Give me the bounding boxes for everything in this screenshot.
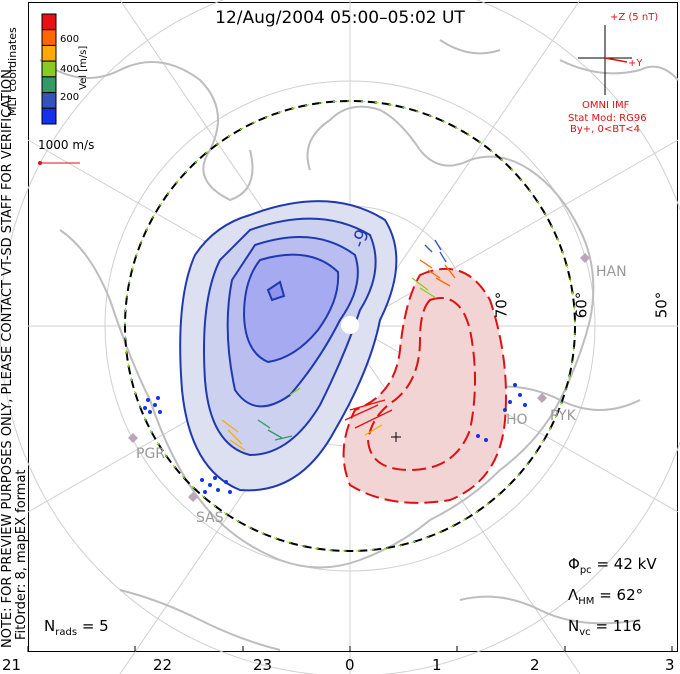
stat-phi-pc: Φpc = 42 kV bbox=[568, 555, 657, 576]
dusk-cell bbox=[179, 200, 398, 492]
phi-subscript: pc bbox=[579, 565, 592, 576]
scale-arrow-label: 1000 m/s bbox=[38, 138, 95, 152]
hmb-boundary bbox=[124, 100, 576, 552]
radar-label-han: HAN bbox=[596, 264, 627, 280]
colorbar-swatch bbox=[41, 107, 57, 125]
latitude-label-50: 50° bbox=[652, 291, 671, 319]
fitorder-label: FitOrder: 8, mapEX format bbox=[14, 469, 29, 640]
imf-z-label: +Z (5 nT) bbox=[610, 12, 659, 23]
mlt-tick-0: 0 bbox=[345, 656, 355, 674]
radar-label-pyk: PYK bbox=[550, 408, 576, 424]
nvc-subscript: vc bbox=[579, 627, 591, 638]
colorbar-label: Vel [m/s] bbox=[78, 45, 89, 90]
nvc-value: = 116 bbox=[595, 617, 642, 635]
colorbar-tick-200: 200 bbox=[60, 92, 80, 103]
colorbar-swatch bbox=[41, 29, 57, 46]
pole-notch bbox=[341, 316, 359, 334]
stat-lambda-hm: ΛHM = 62° bbox=[568, 586, 643, 607]
low-velocity-dots bbox=[143, 383, 527, 494]
mlt-tick-22: 22 bbox=[153, 656, 173, 674]
mlt-tick-23: 23 bbox=[253, 656, 273, 674]
colorbar-swatch bbox=[41, 92, 57, 109]
lambda-value: = 62° bbox=[599, 586, 644, 604]
radar-label-pgr: PGR bbox=[136, 446, 166, 462]
velocity-vectors bbox=[221, 239, 456, 451]
mlt-tick-21: 21 bbox=[2, 656, 22, 674]
imf-model: Stat Mod: RG96 bbox=[568, 113, 647, 124]
stat-nvc: Nvc = 116 bbox=[568, 617, 641, 638]
stat-nrads: Nrads = 5 bbox=[44, 617, 109, 638]
colorbar-tick-600: 600 bbox=[60, 34, 80, 45]
lambda-subscript: HM bbox=[578, 596, 595, 607]
radar-sites bbox=[128, 253, 590, 502]
plot-title: 12/Aug/2004 05:00–05:02 UT bbox=[215, 8, 465, 28]
mlt-tick-2: 2 bbox=[530, 656, 540, 674]
latitude-label-70: 70° bbox=[492, 291, 511, 319]
colorbar bbox=[41, 13, 57, 125]
nrads-value: = 5 bbox=[81, 617, 109, 635]
phi-symbol: Φ bbox=[568, 555, 580, 573]
mlt-tick-1: 1 bbox=[432, 656, 442, 674]
phi-value: = 42 kV bbox=[596, 555, 657, 573]
colorbar-swatch bbox=[41, 60, 57, 78]
preview-note: NOTE: FOR PREVIEW PURPOSES ONLY, PLEASE … bbox=[0, 65, 15, 648]
scale-arrow bbox=[38, 161, 80, 165]
hmb-boundary-inner bbox=[124, 100, 576, 552]
radar-label-ho: HO bbox=[506, 412, 528, 428]
dawn-cell bbox=[342, 267, 507, 504]
latitude-label-60: 60° bbox=[572, 291, 591, 319]
imf-clock bbox=[578, 25, 632, 95]
colorbar-swatch bbox=[41, 76, 57, 94]
imf-condition: By+, 0<BT<4 bbox=[570, 124, 640, 135]
nvc-symbol: N bbox=[568, 617, 580, 635]
mlt-tick-3: 3 bbox=[665, 656, 675, 674]
radar-label-sas: SAS bbox=[196, 510, 224, 526]
nrads-symbol: N bbox=[44, 617, 56, 635]
lambda-symbol: Λ bbox=[568, 586, 579, 604]
pole-cross bbox=[391, 432, 401, 442]
imf-source: OMNI IMF bbox=[582, 100, 630, 111]
colorbar-swatch bbox=[41, 44, 57, 62]
colorbar-tick-400: 400 bbox=[60, 64, 80, 75]
mlt-tick-marks bbox=[27, 646, 673, 652]
nrads-subscript: rads bbox=[55, 627, 78, 638]
imf-y-label: +Y bbox=[628, 58, 643, 69]
